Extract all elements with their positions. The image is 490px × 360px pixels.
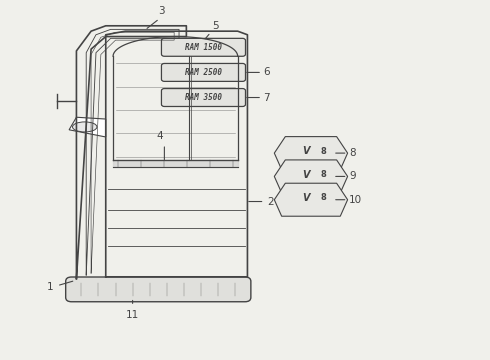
Text: 8: 8 <box>320 193 326 202</box>
Text: 4: 4 <box>156 131 163 140</box>
Text: 9: 9 <box>349 171 356 181</box>
FancyBboxPatch shape <box>161 89 245 107</box>
Text: 8: 8 <box>320 170 326 179</box>
Ellipse shape <box>73 122 97 132</box>
Polygon shape <box>274 183 347 216</box>
Text: 3: 3 <box>159 6 165 16</box>
FancyBboxPatch shape <box>161 63 245 81</box>
Text: V: V <box>302 146 310 156</box>
Text: RAM 2500: RAM 2500 <box>185 68 222 77</box>
Text: V: V <box>302 170 310 180</box>
Text: 7: 7 <box>264 93 270 103</box>
Text: 11: 11 <box>126 310 139 320</box>
Text: 8: 8 <box>349 148 356 158</box>
Text: V: V <box>302 193 310 203</box>
Text: 1: 1 <box>47 282 53 292</box>
Polygon shape <box>274 160 347 193</box>
Polygon shape <box>274 136 347 170</box>
Text: 5: 5 <box>212 21 219 31</box>
Text: 8: 8 <box>320 147 326 156</box>
Text: 2: 2 <box>267 197 273 207</box>
Text: RAM 3500: RAM 3500 <box>185 93 222 102</box>
Text: RAM 1500: RAM 1500 <box>185 43 222 52</box>
Text: 10: 10 <box>349 195 362 205</box>
FancyBboxPatch shape <box>66 277 251 302</box>
Polygon shape <box>69 117 106 137</box>
Text: 6: 6 <box>264 67 270 77</box>
FancyBboxPatch shape <box>161 39 245 56</box>
